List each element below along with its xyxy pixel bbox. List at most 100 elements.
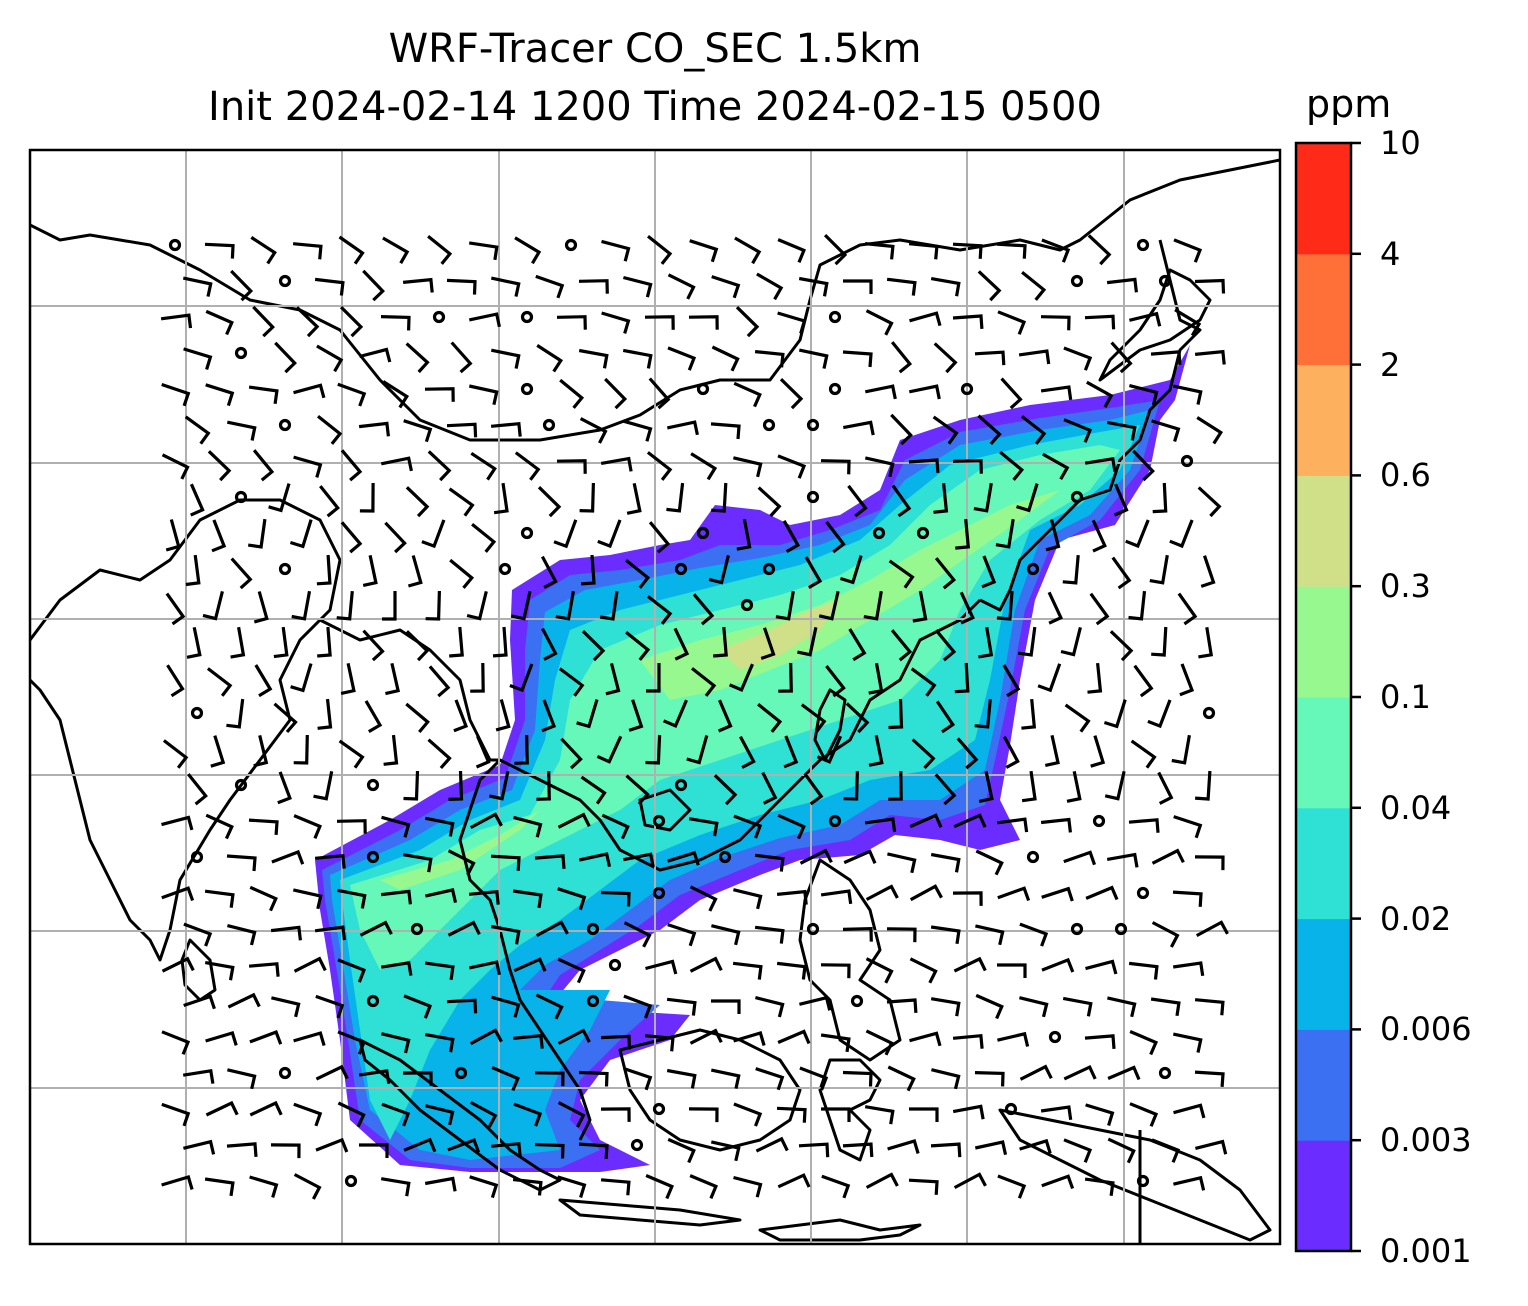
wind-barb — [821, 1174, 851, 1199]
wind-barb — [977, 414, 1002, 446]
wind-barb — [644, 315, 675, 330]
wind-barb — [930, 1142, 962, 1158]
wind-barb — [1002, 735, 1020, 769]
wind-barb — [536, 770, 551, 801]
calm-wind-marker — [366, 850, 380, 864]
wind-barb — [1040, 817, 1072, 833]
wind-barb — [1179, 663, 1195, 697]
wind-barb — [604, 377, 628, 410]
wind-barb — [978, 626, 994, 659]
wind-barb — [161, 956, 195, 973]
wind-barb — [580, 554, 596, 586]
calm-wind-marker — [608, 958, 622, 972]
wind-barb — [1063, 418, 1093, 443]
calm-wind-marker — [762, 562, 776, 576]
wind-barb — [953, 813, 987, 829]
wind-barb — [1019, 1138, 1052, 1154]
wind-barb — [843, 849, 877, 865]
wind-barb — [165, 592, 186, 626]
wind-barb — [337, 1030, 367, 1055]
wind-barb — [450, 341, 473, 374]
wind-barb — [601, 311, 631, 334]
wind-barb — [362, 554, 378, 587]
wind-barb — [383, 734, 399, 766]
wind-barb — [448, 770, 464, 801]
wind-barb — [954, 662, 970, 694]
wind-barb — [910, 667, 937, 697]
wind-barb — [756, 272, 784, 301]
wind-barb — [337, 1101, 366, 1128]
colorbar-segment — [1296, 1029, 1351, 1141]
wind-barb — [888, 770, 903, 801]
wind-barb — [798, 348, 829, 369]
wind-barb — [995, 518, 1015, 549]
calm-wind-marker — [1180, 454, 1194, 468]
colorbar-segment — [1296, 1140, 1351, 1252]
wind-barb — [825, 520, 846, 554]
calm-wind-marker — [190, 706, 204, 720]
wind-barb — [1085, 1103, 1115, 1126]
wind-barb — [293, 1173, 322, 1200]
wind-barb — [645, 734, 662, 765]
calm-wind-marker — [652, 886, 666, 900]
wind-barb — [1062, 996, 1093, 1017]
wind-barb — [959, 591, 975, 625]
wind-barb — [734, 236, 762, 265]
colorbar-segment — [1296, 697, 1351, 809]
wind-barb — [760, 627, 776, 661]
wind-barb — [975, 993, 1004, 1020]
wind-barb — [338, 739, 365, 769]
calm-wind-marker — [652, 1102, 666, 1116]
wind-barb — [625, 631, 651, 661]
wind-barb — [1016, 483, 1039, 513]
wind-barb — [381, 815, 411, 838]
wind-barb — [733, 814, 763, 839]
wind-barb — [205, 813, 234, 840]
colorbar-segment — [1296, 807, 1351, 920]
wind-barb — [541, 699, 557, 733]
wind-barb — [775, 590, 795, 621]
coastline-bay-of-bengal — [319, 618, 500, 762]
wind-barb — [273, 626, 289, 659]
wind-barb — [1090, 735, 1106, 768]
wind-barb — [1151, 848, 1185, 865]
calm-wind-marker — [454, 1066, 468, 1080]
wind-barb — [647, 235, 673, 265]
wind-barb — [1194, 278, 1226, 294]
wind-barb — [865, 957, 894, 984]
wind-barb — [864, 384, 897, 400]
wind-barb — [427, 450, 452, 482]
calm-wind-marker — [1114, 922, 1128, 936]
wind-barb — [1085, 885, 1119, 901]
wind-barb — [557, 1101, 586, 1128]
wind-barb — [425, 590, 441, 621]
coastline-china — [30, 158, 1280, 442]
wind-barb — [382, 380, 410, 409]
calm-wind-marker — [278, 1066, 292, 1080]
wind-barb — [336, 819, 367, 834]
calm-wind-marker — [872, 526, 886, 540]
wind-barb — [380, 960, 413, 976]
wind-barb — [490, 924, 521, 945]
wind-barb — [510, 590, 532, 621]
wind-barb — [975, 924, 1005, 946]
wind-barb — [362, 269, 385, 302]
wind-barb — [364, 700, 383, 733]
wind-barb — [249, 1100, 283, 1117]
wind-barb — [689, 956, 723, 973]
wind-barb — [1172, 890, 1203, 907]
wind-barb — [930, 925, 961, 945]
wind-barb — [427, 234, 453, 265]
wind-barb — [930, 997, 961, 1017]
wind-barb — [820, 1033, 851, 1053]
wind-barb — [666, 997, 697, 1016]
wind-barb — [818, 590, 840, 621]
wind-barb — [666, 1068, 697, 1089]
wind-barb — [558, 667, 585, 697]
wind-barb — [999, 450, 1025, 481]
wind-barb — [710, 1140, 741, 1162]
wind-barb — [777, 813, 806, 840]
wind-barb — [909, 311, 942, 327]
wind-barb — [1151, 419, 1181, 442]
wind-barb — [490, 1141, 522, 1157]
